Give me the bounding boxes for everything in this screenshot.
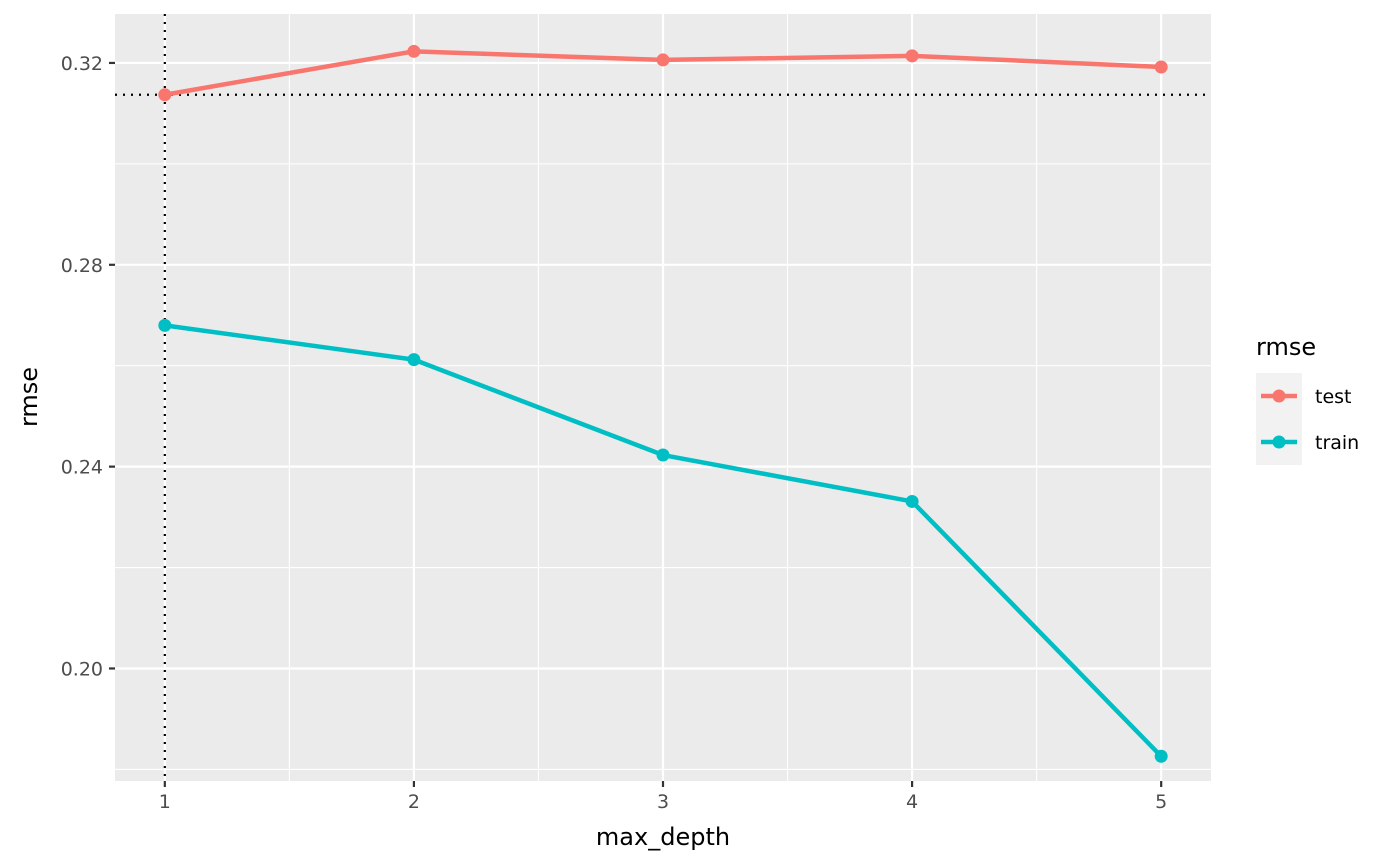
data-point-train bbox=[905, 494, 919, 508]
y-tick-label: 0.32 bbox=[61, 53, 103, 75]
legend: rmse test train bbox=[1256, 333, 1359, 465]
data-point-train bbox=[1154, 749, 1168, 763]
legend-label-test: test bbox=[1315, 386, 1352, 408]
major-gridlines bbox=[115, 14, 1211, 781]
reference-lines bbox=[115, 14, 1211, 781]
y-tick-label: 0.28 bbox=[61, 255, 103, 277]
data-point-test bbox=[905, 49, 919, 63]
legend-label-train: train bbox=[1315, 432, 1359, 454]
y-tick-label: 0.20 bbox=[61, 658, 103, 680]
data-point-test bbox=[1154, 60, 1168, 74]
x-tick-label: 3 bbox=[657, 791, 669, 813]
legend-key-background bbox=[1256, 373, 1302, 465]
y-axis-title: rmse bbox=[15, 367, 43, 427]
legend-key-point-test bbox=[1272, 389, 1286, 403]
legend-title: rmse bbox=[1256, 333, 1316, 361]
legend-key-point-train bbox=[1272, 435, 1286, 449]
x-axis-title: max_depth bbox=[596, 823, 730, 851]
x-tick-label: 2 bbox=[408, 791, 420, 813]
data-point-test bbox=[158, 88, 172, 102]
data-point-train bbox=[656, 448, 670, 462]
x-tick-label: 1 bbox=[159, 791, 171, 813]
x-tick-label: 5 bbox=[1155, 791, 1167, 813]
data-point-test bbox=[656, 53, 670, 67]
data-point-test bbox=[407, 44, 421, 58]
series-layer bbox=[158, 44, 1168, 763]
y-axis: 0.20 0.24 0.28 0.32 bbox=[61, 53, 115, 680]
x-axis: 1 2 3 4 5 bbox=[159, 781, 1167, 813]
y-tick-label: 0.24 bbox=[61, 457, 103, 479]
data-point-train bbox=[407, 353, 421, 367]
data-point-train bbox=[158, 318, 172, 332]
x-tick-label: 4 bbox=[906, 791, 918, 813]
